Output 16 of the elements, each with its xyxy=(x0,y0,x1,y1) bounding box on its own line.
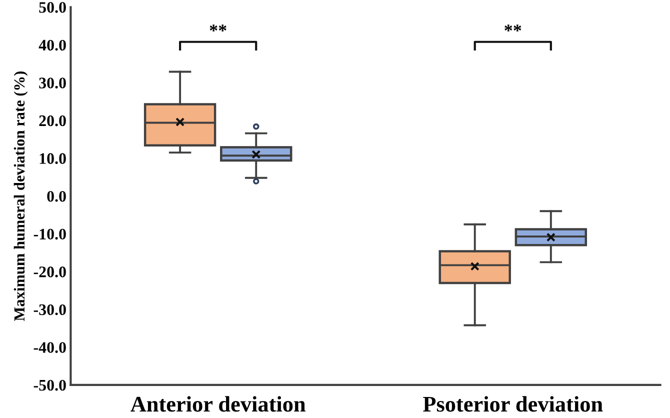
y-tick-label: -20.0 xyxy=(34,266,66,278)
y-tick-label: 20.0 xyxy=(39,115,66,126)
annotation: ** xyxy=(504,24,522,32)
annotation: ** xyxy=(210,24,226,32)
y-tick-label: 40.0 xyxy=(38,40,66,51)
y-axis-title: Maximum humeral deviation rate (%) xyxy=(14,72,28,321)
y-tick-label: -50.0 xyxy=(34,380,66,391)
y-tick-label: -40.0 xyxy=(34,342,66,353)
x-tick-label: Anterior deviation xyxy=(130,396,306,412)
y-tick-label: 10.0 xyxy=(40,153,66,164)
y-tick-label: -30.0 xyxy=(34,304,66,316)
y-tick-label: 50.0 xyxy=(39,2,66,13)
x-tick-label: Psoterior deviation xyxy=(423,396,603,412)
y-tick-label: 0.0 xyxy=(47,190,66,202)
y-tick-label: -10.0 xyxy=(34,228,66,240)
y-tick-label: 30.0 xyxy=(39,78,66,88)
